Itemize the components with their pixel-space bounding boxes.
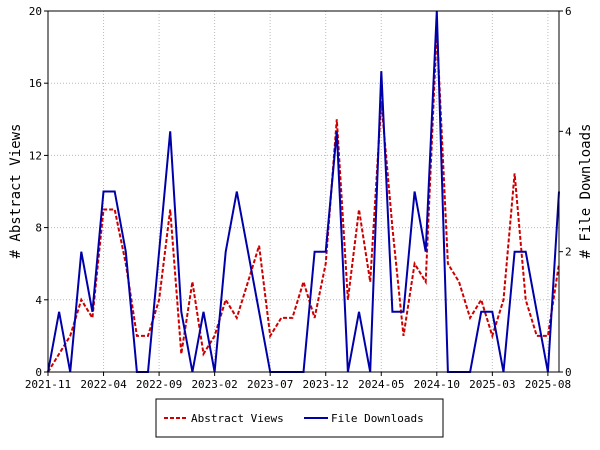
series-layer xyxy=(47,10,560,373)
x-tick-label: 2025-08 xyxy=(525,378,571,391)
y-right-tick-label: 6 xyxy=(565,5,572,18)
grid-layer xyxy=(47,10,559,373)
y-left-tick-label: 12 xyxy=(29,149,42,162)
tick-layer: 0 4 8 12 16 20 0 2 4 6 2021-11 2022-04 2022-09 2023-0… xyxy=(25,5,572,391)
x-tick-label: 2024-10 xyxy=(414,378,460,391)
y-right-tick-label: 4 xyxy=(565,125,572,138)
x-tick-label: 2023-12 xyxy=(303,378,349,391)
x-tick-label: 2023-07 xyxy=(247,378,293,391)
y-left-tick-label: 20 xyxy=(29,5,42,18)
y-left-tick-label: 0 xyxy=(35,366,42,379)
series-line-file-downloads xyxy=(47,10,560,373)
legend-label-abstract-views: Abstract Views xyxy=(191,412,284,425)
x-tick-label: 2021-11 xyxy=(25,378,71,391)
x-tick-label: 2023-02 xyxy=(191,378,237,391)
x-tick-label: 2022-04 xyxy=(80,378,127,391)
x-tick-label: 2024-05 xyxy=(358,378,404,391)
y-axis-right-title: # File Downloads xyxy=(578,124,594,259)
y-left-tick-label: 16 xyxy=(29,77,42,90)
legend-box xyxy=(155,398,444,438)
legend-label-file-downloads: File Downloads xyxy=(331,412,424,425)
y-left-tick-label: 8 xyxy=(35,222,42,235)
y-left-tick-label: 4 xyxy=(35,294,42,307)
x-tick-label: 2025-03 xyxy=(469,378,515,391)
y-axis-left-title: # Abstract Views xyxy=(8,124,24,259)
legend: Abstract Views File Downloads xyxy=(155,398,444,438)
series-line-abstract-views xyxy=(47,29,560,373)
plot-frame xyxy=(47,10,560,373)
y-right-tick-label: 0 xyxy=(565,366,572,379)
x-tick-label: 2022-09 xyxy=(136,378,182,391)
y-right-tick-label: 2 xyxy=(565,246,572,259)
